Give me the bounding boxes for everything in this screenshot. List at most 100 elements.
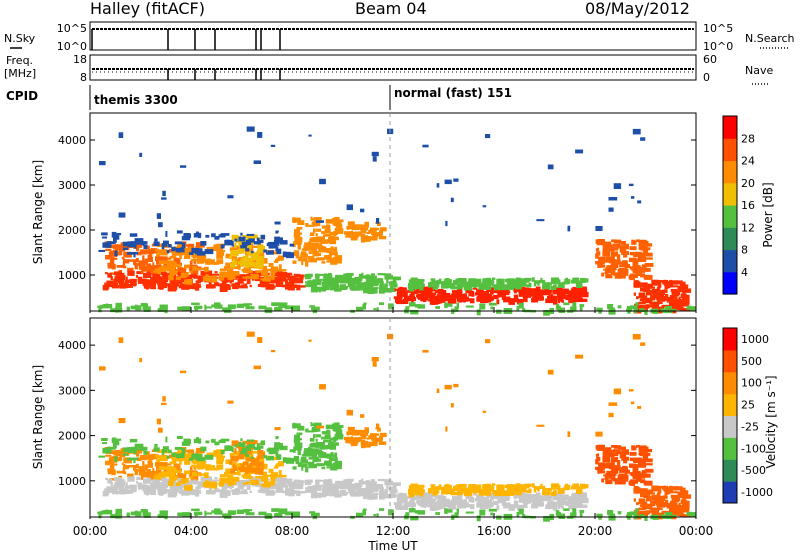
echo-cell: [671, 491, 679, 494]
echo-cell: [324, 255, 332, 260]
echo-cell: [441, 283, 449, 289]
echo-cell: [420, 296, 428, 301]
echo-cell: [430, 278, 436, 281]
echo-cell: [356, 512, 364, 517]
echo-cell: [121, 283, 126, 287]
date-label: 08/May/2012: [585, 0, 690, 18]
echo-cell: [116, 252, 122, 256]
echo-cell: [223, 513, 232, 519]
echo-cell: [388, 281, 397, 286]
echo-cell: [436, 280, 440, 283]
echo-cell: [309, 305, 316, 308]
echo-cell: [686, 511, 692, 516]
echo-cell: [503, 496, 511, 499]
echo-cell: [269, 243, 278, 249]
echo-cell: [348, 479, 352, 485]
echo-cell: [128, 252, 135, 255]
echo-cell: [108, 446, 116, 450]
echo-cell: [455, 278, 461, 284]
echo-cell: [305, 261, 309, 267]
echo-cell: [224, 471, 228, 476]
echo-cell: [274, 276, 281, 281]
echo-cell: [124, 464, 130, 470]
echo-cell: [343, 479, 346, 484]
echo-cell: [499, 488, 505, 492]
echo-cell: [277, 273, 281, 278]
echo-cell: [273, 457, 277, 460]
echo-cell: [277, 269, 287, 272]
echo-cell: [119, 481, 126, 484]
echo-cell: [454, 306, 459, 312]
echo-cell: [434, 290, 441, 293]
echo-cell: [158, 427, 163, 433]
echo-cell: [312, 283, 317, 288]
echo-cell: [611, 239, 618, 242]
echo-cell: [558, 513, 565, 519]
echo-cell: [279, 477, 283, 484]
echo-cell: [110, 257, 118, 260]
echo-cell: [435, 512, 440, 515]
echo-cell: [186, 484, 193, 491]
echo-cell: [379, 302, 385, 305]
echo-cell: [523, 501, 528, 507]
echo-cell: [216, 466, 221, 470]
echo-cell: [315, 233, 318, 237]
echo-cell: [121, 462, 124, 465]
echo-cell: [138, 260, 144, 264]
echo-cell: [393, 296, 402, 300]
echo-cell: [638, 301, 646, 305]
echo-cell: [341, 483, 350, 490]
echo-cell: [633, 282, 642, 287]
echo-cell: [570, 288, 578, 294]
echo-cell: [125, 489, 132, 493]
echo-cell: [116, 438, 122, 441]
echo-cell: [561, 299, 565, 303]
echo-cell: [488, 296, 492, 299]
echo-cell: [602, 449, 610, 454]
echo-cell: [105, 477, 108, 481]
echo-cell: [282, 284, 286, 288]
echo-cell: [576, 494, 579, 500]
echo-cell: [180, 247, 184, 250]
echo-cell: [101, 442, 108, 445]
echo-cell: [612, 475, 616, 479]
echo-cell: [407, 283, 416, 289]
echo-cell: [608, 515, 616, 521]
echo-cell: [608, 247, 615, 252]
echo-cell: [515, 491, 522, 496]
echo-cell: [646, 495, 652, 502]
echo-cell: [690, 306, 696, 311]
echo-cell: [186, 272, 189, 277]
echo-cell: [476, 502, 481, 508]
echo-cell: [625, 271, 629, 276]
echo-cell: [164, 483, 169, 488]
echo-cell: [257, 250, 264, 254]
echo-cell: [541, 285, 551, 290]
echo-cell: [674, 505, 683, 512]
power-ylabel: Slant Range [km]: [31, 160, 45, 264]
echo-cell: [171, 248, 178, 255]
echo-cell: [515, 277, 521, 281]
echo-cell: [321, 249, 326, 253]
echo-cell: [312, 247, 318, 253]
echo-cell: [571, 290, 578, 297]
echo-cell: [244, 467, 253, 472]
echo-cell: [310, 237, 319, 243]
echo-cell: [242, 440, 251, 444]
echo-cell: [651, 509, 654, 514]
echo-cell: [334, 465, 342, 470]
echo-cell: [118, 483, 125, 488]
echo-cell: [611, 478, 619, 481]
echo-cell: [322, 276, 330, 279]
echo-cell: [114, 250, 118, 257]
echo-cell: [257, 451, 266, 457]
echo-cell: [131, 446, 137, 453]
x-tick-label: 08:00: [275, 524, 310, 538]
nsearch-label: N.Search: [745, 32, 795, 45]
echo-cell: [192, 256, 197, 259]
echo-cell: [134, 448, 143, 451]
echo-cell: [419, 280, 423, 284]
echo-cell: [347, 283, 354, 288]
echo-cell: [162, 466, 168, 470]
